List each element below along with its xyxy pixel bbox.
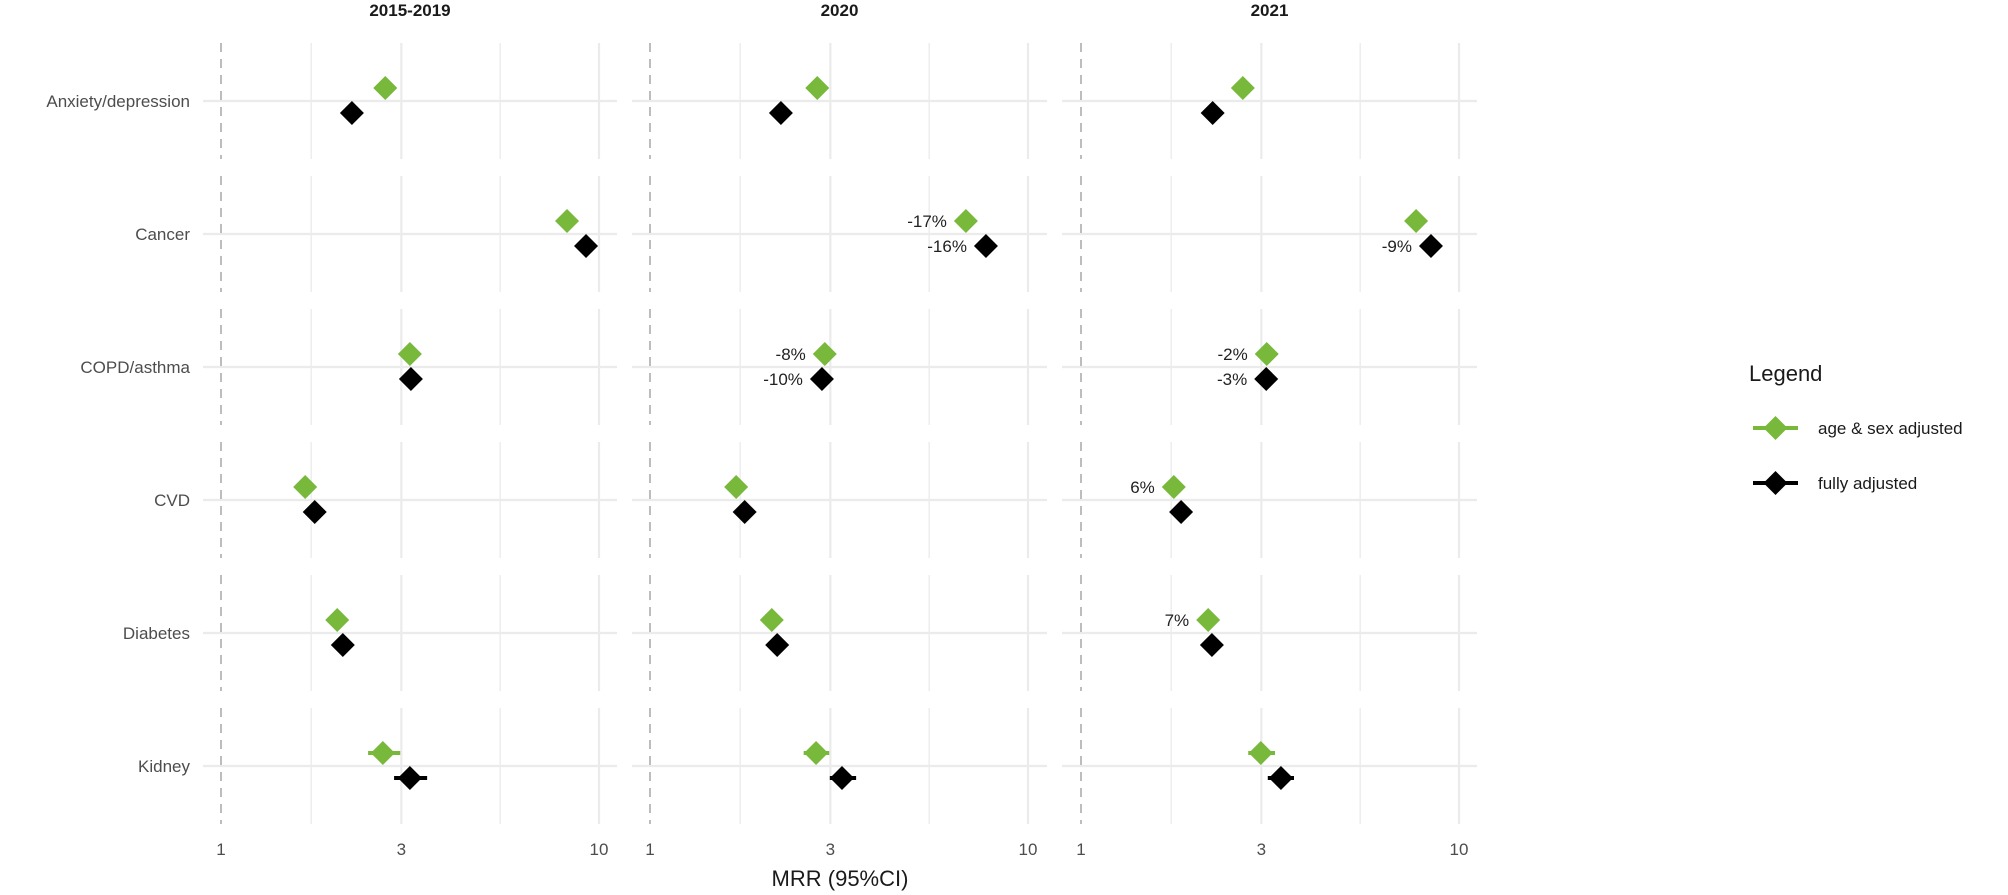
x-tick-label: 1 bbox=[645, 840, 654, 859]
percent-change-label: -17% bbox=[907, 212, 947, 231]
point-age-sex-adjusted bbox=[293, 475, 318, 499]
legend: Legend age & sex adjusted fully adjusted bbox=[1749, 361, 1963, 495]
point-fully-adjusted bbox=[1254, 367, 1279, 391]
point-age-sex-adjusted bbox=[953, 209, 978, 233]
point-fully-adjusted bbox=[768, 101, 793, 125]
percent-change-label: -2% bbox=[1218, 345, 1248, 364]
grid-layer bbox=[203, 43, 1477, 824]
reference-lines bbox=[220, 43, 1082, 824]
point-age-sex-adjusted bbox=[373, 76, 398, 100]
percent-change-label: -8% bbox=[776, 345, 806, 364]
point-fully-adjusted bbox=[398, 367, 423, 391]
point-age-sex-adjusted bbox=[1161, 475, 1186, 499]
point-age-sex-adjusted bbox=[805, 76, 830, 100]
x-tick-label: 10 bbox=[590, 840, 609, 859]
x-tick-label: 10 bbox=[1019, 840, 1038, 859]
point-fully-adjusted bbox=[829, 766, 854, 790]
point-fully-adjusted bbox=[1418, 234, 1443, 258]
x-tick-label: 1 bbox=[216, 840, 225, 859]
point-age-sex-adjusted bbox=[1230, 76, 1255, 100]
point-age-sex-adjusted bbox=[812, 342, 837, 366]
legend-key-diamond-icon bbox=[1763, 471, 1788, 495]
point-fully-adjusted bbox=[1199, 633, 1224, 657]
y-label-anxiety-depression: Anxiety/depression bbox=[46, 92, 190, 111]
point-age-sex-adjusted bbox=[759, 608, 784, 632]
point-fully-adjusted bbox=[574, 234, 599, 258]
panel-title-2015-2019: 2015-2019 bbox=[369, 1, 450, 20]
legend-item: age & sex adjusted bbox=[1753, 416, 1963, 440]
legend-key-diamond-icon bbox=[1763, 416, 1788, 440]
point-age-sex-adjusted bbox=[397, 342, 422, 366]
data-labels: -17% -8% -2% 6% 7% -16% -10% -9% -3% bbox=[763, 212, 1412, 630]
legend-item: fully adjusted bbox=[1753, 471, 1917, 495]
y-label-copd-asthma: COPD/asthma bbox=[80, 358, 190, 377]
point-fully-adjusted bbox=[732, 500, 757, 524]
x-tick-label: 1 bbox=[1076, 840, 1085, 859]
point-age-sex-adjusted bbox=[555, 209, 580, 233]
y-label-kidney: Kidney bbox=[138, 757, 190, 776]
percent-change-label: -10% bbox=[763, 370, 803, 389]
panel-title-2020: 2020 bbox=[821, 1, 859, 20]
point-age-sex-adjusted bbox=[804, 741, 829, 765]
x-tick-label: 3 bbox=[1257, 840, 1266, 859]
percent-change-label: -3% bbox=[1217, 370, 1247, 389]
point-fully-adjusted bbox=[1169, 500, 1194, 524]
percent-change-label: -16% bbox=[927, 237, 967, 256]
legend-label: fully adjusted bbox=[1818, 474, 1917, 493]
point-age-sex-adjusted bbox=[1254, 342, 1279, 366]
point-fully-adjusted bbox=[330, 633, 355, 657]
percent-change-label: -9% bbox=[1382, 237, 1412, 256]
x-tick-label: 3 bbox=[397, 840, 406, 859]
panel-strip-titles: 2015-2019 2020 2021 bbox=[369, 1, 1288, 20]
point-fully-adjusted bbox=[1200, 101, 1225, 125]
point-fully-adjusted bbox=[1268, 766, 1293, 790]
point-age-sex-adjusted bbox=[325, 608, 350, 632]
point-age-sex-adjusted bbox=[724, 475, 749, 499]
point-fully-adjusted bbox=[339, 101, 364, 125]
point-age-sex-adjusted bbox=[1248, 741, 1273, 765]
data-marks bbox=[293, 76, 1443, 790]
y-label-cvd: CVD bbox=[154, 491, 190, 510]
point-fully-adjusted bbox=[765, 633, 790, 657]
point-fully-adjusted bbox=[397, 766, 422, 790]
x-tick-label: 3 bbox=[826, 840, 835, 859]
point-age-sex-adjusted bbox=[1404, 209, 1429, 233]
point-age-sex-adjusted bbox=[370, 741, 395, 765]
percent-change-label: 6% bbox=[1130, 478, 1155, 497]
point-fully-adjusted bbox=[302, 500, 327, 524]
y-label-diabetes: Diabetes bbox=[123, 624, 190, 643]
legend-label: age & sex adjusted bbox=[1818, 419, 1963, 438]
point-fully-adjusted bbox=[809, 367, 834, 391]
point-age-sex-adjusted bbox=[1196, 608, 1221, 632]
legend-title: Legend bbox=[1749, 361, 1822, 386]
x-axis-tick-labels: 1 3 10 1 3 10 1 3 10 bbox=[216, 840, 1468, 859]
panel-title-2021: 2021 bbox=[1251, 1, 1289, 20]
x-tick-label: 10 bbox=[1450, 840, 1469, 859]
x-axis-title: MRR (95%CI) bbox=[772, 866, 909, 891]
y-label-cancer: Cancer bbox=[135, 225, 190, 244]
point-fully-adjusted bbox=[973, 234, 998, 258]
y-axis-labels: Anxiety/depression Cancer COPD/asthma CVD Di… bbox=[46, 92, 190, 776]
percent-change-label: 7% bbox=[1165, 611, 1190, 630]
